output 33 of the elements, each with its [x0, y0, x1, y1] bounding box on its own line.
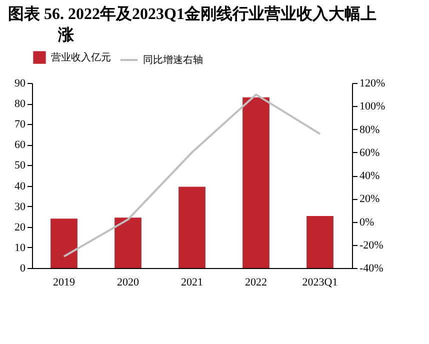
y-tick-label: 80 [14, 98, 26, 110]
x-tick-label: 2023Q1 [302, 276, 338, 288]
line-series [63, 94, 321, 258]
legend-label: 营业收入亿元 [51, 52, 111, 64]
y2-tick-label: 20% [360, 193, 380, 206]
y2-tick-label: 40% [360, 170, 380, 182]
y2-tick-label: -20% [360, 239, 384, 252]
x-tick-label: 2019 [53, 276, 76, 288]
y-tick-label: 20 [14, 221, 26, 234]
bar [178, 186, 206, 268]
y-tick-label: 70 [14, 118, 26, 131]
y2-tick-label: -40% [360, 262, 384, 274]
x-tick-label: 2022 [245, 276, 267, 288]
y-tick-label: 50 [14, 160, 26, 172]
y2-tick-label: 0% [360, 216, 374, 228]
x-tick-label: 2021 [181, 276, 203, 288]
y-tick-label: 10 [14, 242, 26, 254]
y-tick-label: 30 [14, 200, 26, 213]
y-tick-label: 40 [14, 180, 26, 192]
y-tick-label: 60 [14, 139, 26, 152]
y-tick-label: 90 [14, 78, 26, 90]
chart-title: 图表 56. 2022年及2023Q1金刚线行业营业收入大幅上涨 [7, 4, 378, 46]
bar [242, 97, 270, 268]
y2-tick-label: 100% [360, 100, 386, 113]
legend-label: 同比增速右轴 [143, 54, 203, 66]
bar [306, 216, 334, 268]
y2-tick-label: 80% [360, 124, 380, 136]
x-tick-label: 2020 [117, 276, 140, 288]
y2-tick-label: 120% [360, 78, 386, 90]
y-tick-label: 0 [20, 262, 26, 274]
y2-tick-label: 60% [360, 146, 380, 159]
bar [50, 218, 78, 268]
bar [114, 218, 142, 268]
